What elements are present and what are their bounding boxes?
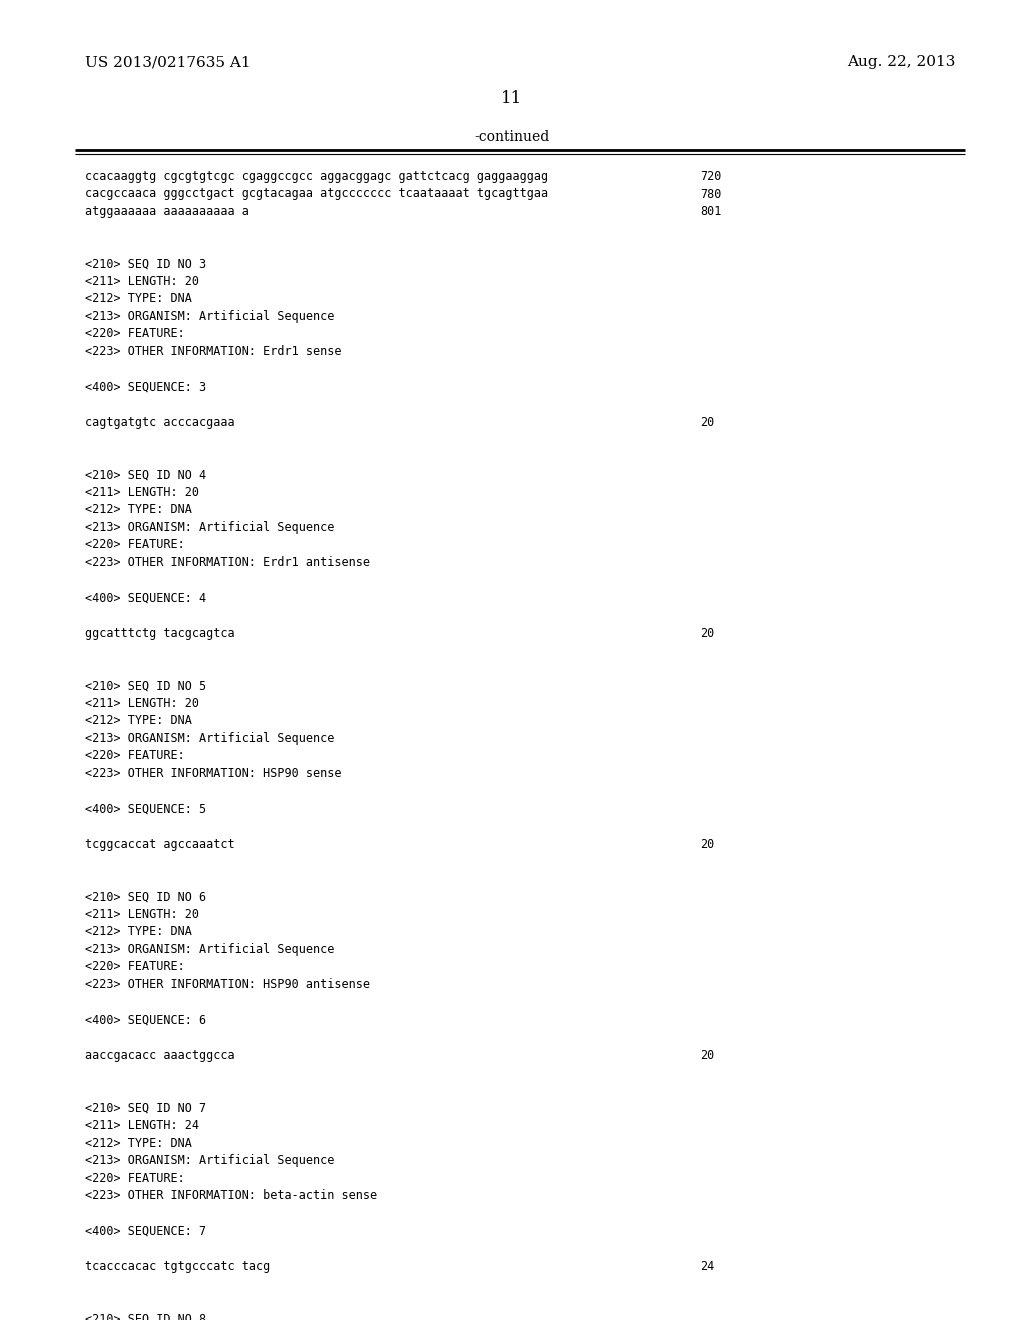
Text: <223> OTHER INFORMATION: beta-actin sense: <223> OTHER INFORMATION: beta-actin sens… <box>85 1189 377 1203</box>
Text: <210> SEQ ID NO 8: <210> SEQ ID NO 8 <box>85 1312 206 1320</box>
Text: tcacccacac tgtgcccatc tacg: tcacccacac tgtgcccatc tacg <box>85 1261 270 1272</box>
Text: 20: 20 <box>700 627 715 640</box>
Text: cagtgatgtc acccacgaaa: cagtgatgtc acccacgaaa <box>85 416 234 429</box>
Text: <223> OTHER INFORMATION: Erdr1 sense: <223> OTHER INFORMATION: Erdr1 sense <box>85 345 341 358</box>
Text: <211> LENGTH: 20: <211> LENGTH: 20 <box>85 908 199 921</box>
Text: 11: 11 <box>502 90 522 107</box>
Text: tcggcaccat agccaaatct: tcggcaccat agccaaatct <box>85 838 234 851</box>
Text: <210> SEQ ID NO 7: <210> SEQ ID NO 7 <box>85 1101 206 1114</box>
Text: <220> FEATURE:: <220> FEATURE: <box>85 539 184 552</box>
Text: US 2013/0217635 A1: US 2013/0217635 A1 <box>85 55 251 69</box>
Text: <212> TYPE: DNA: <212> TYPE: DNA <box>85 925 191 939</box>
Text: <212> TYPE: DNA: <212> TYPE: DNA <box>85 714 191 727</box>
Text: 24: 24 <box>700 1261 715 1272</box>
Text: <400> SEQUENCE: 6: <400> SEQUENCE: 6 <box>85 1014 206 1027</box>
Text: <211> LENGTH: 24: <211> LENGTH: 24 <box>85 1119 199 1133</box>
Text: 20: 20 <box>700 416 715 429</box>
Text: <223> OTHER INFORMATION: HSP90 sense: <223> OTHER INFORMATION: HSP90 sense <box>85 767 341 780</box>
Text: <211> LENGTH: 20: <211> LENGTH: 20 <box>85 486 199 499</box>
Text: <212> TYPE: DNA: <212> TYPE: DNA <box>85 503 191 516</box>
Text: ggcatttctg tacgcagtca: ggcatttctg tacgcagtca <box>85 627 234 640</box>
Text: atggaaaaaa aaaaaaaaaa a: atggaaaaaa aaaaaaaaaa a <box>85 205 249 218</box>
Text: <223> OTHER INFORMATION: Erdr1 antisense: <223> OTHER INFORMATION: Erdr1 antisense <box>85 556 370 569</box>
Text: Aug. 22, 2013: Aug. 22, 2013 <box>847 55 955 69</box>
Text: <400> SEQUENCE: 4: <400> SEQUENCE: 4 <box>85 591 206 605</box>
Text: <220> FEATURE:: <220> FEATURE: <box>85 327 184 341</box>
Text: <213> ORGANISM: Artificial Sequence: <213> ORGANISM: Artificial Sequence <box>85 1154 335 1167</box>
Text: <213> ORGANISM: Artificial Sequence: <213> ORGANISM: Artificial Sequence <box>85 310 335 323</box>
Text: 720: 720 <box>700 170 721 183</box>
Text: ccacaaggtg cgcgtgtcgc cgaggccgcc aggacggagc gattctcacg gaggaaggag: ccacaaggtg cgcgtgtcgc cgaggccgcc aggacgg… <box>85 170 548 183</box>
Text: cacgccaaca gggcctgact gcgtacagaa atgccccccc tcaataaaat tgcagttgaa: cacgccaaca gggcctgact gcgtacagaa atgcccc… <box>85 187 548 201</box>
Text: <210> SEQ ID NO 5: <210> SEQ ID NO 5 <box>85 680 206 693</box>
Text: 20: 20 <box>700 838 715 851</box>
Text: 780: 780 <box>700 187 721 201</box>
Text: <220> FEATURE:: <220> FEATURE: <box>85 750 184 763</box>
Text: <220> FEATURE:: <220> FEATURE: <box>85 1172 184 1184</box>
Text: -continued: -continued <box>474 129 550 144</box>
Text: <212> TYPE: DNA: <212> TYPE: DNA <box>85 1137 191 1150</box>
Text: <210> SEQ ID NO 3: <210> SEQ ID NO 3 <box>85 257 206 271</box>
Text: <212> TYPE: DNA: <212> TYPE: DNA <box>85 293 191 305</box>
Text: <220> FEATURE:: <220> FEATURE: <box>85 961 184 973</box>
Text: 801: 801 <box>700 205 721 218</box>
Text: <400> SEQUENCE: 7: <400> SEQUENCE: 7 <box>85 1225 206 1238</box>
Text: 20: 20 <box>700 1049 715 1063</box>
Text: <210> SEQ ID NO 4: <210> SEQ ID NO 4 <box>85 469 206 482</box>
Text: <223> OTHER INFORMATION: HSP90 antisense: <223> OTHER INFORMATION: HSP90 antisense <box>85 978 370 991</box>
Text: aaccgacacc aaactggcca: aaccgacacc aaactggcca <box>85 1049 234 1063</box>
Text: <400> SEQUENCE: 5: <400> SEQUENCE: 5 <box>85 803 206 816</box>
Text: <213> ORGANISM: Artificial Sequence: <213> ORGANISM: Artificial Sequence <box>85 521 335 535</box>
Text: <213> ORGANISM: Artificial Sequence: <213> ORGANISM: Artificial Sequence <box>85 733 335 744</box>
Text: <211> LENGTH: 20: <211> LENGTH: 20 <box>85 697 199 710</box>
Text: <211> LENGTH: 20: <211> LENGTH: 20 <box>85 275 199 288</box>
Text: <213> ORGANISM: Artificial Sequence: <213> ORGANISM: Artificial Sequence <box>85 942 335 956</box>
Text: <400> SEQUENCE: 3: <400> SEQUENCE: 3 <box>85 380 206 393</box>
Text: <210> SEQ ID NO 6: <210> SEQ ID NO 6 <box>85 891 206 903</box>
